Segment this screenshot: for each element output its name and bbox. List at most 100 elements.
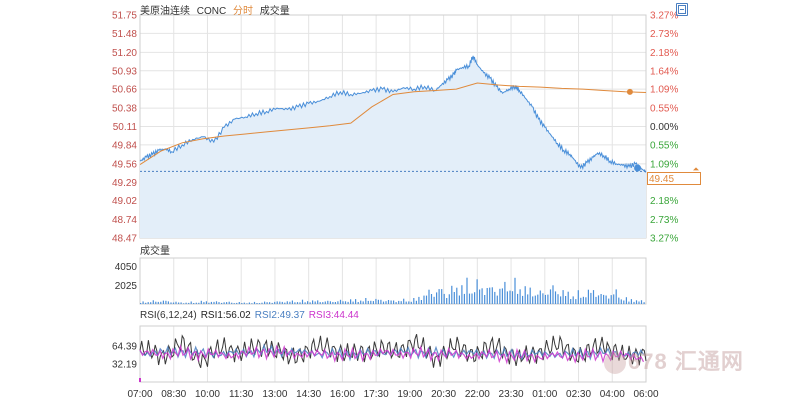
volume-bar xyxy=(600,294,602,304)
volume-bar xyxy=(468,293,471,304)
volume-bar xyxy=(233,303,235,304)
volume-bar xyxy=(554,291,557,304)
price-tick-label: 48.74 xyxy=(112,215,137,226)
symbol-code: CONC xyxy=(196,6,227,17)
volume-bar xyxy=(223,302,225,304)
volume-tab[interactable]: 成交量 xyxy=(259,6,290,17)
volume-bar xyxy=(570,299,572,304)
volume-bar xyxy=(587,289,589,304)
time-tick-label: 16:00 xyxy=(330,389,355,400)
volume-bar xyxy=(387,300,390,304)
mode-tab[interactable]: 分时 xyxy=(233,6,254,17)
rsi1-label: RSI1:56.02 xyxy=(200,310,251,321)
pct-tick-label: 0.00% xyxy=(650,122,678,133)
price-tick-label: 50.93 xyxy=(112,66,137,77)
volume-bar xyxy=(253,301,256,304)
volume-bar xyxy=(274,301,276,304)
volume-bar xyxy=(241,303,243,304)
volume-bar xyxy=(304,302,306,304)
volume-bar xyxy=(560,296,562,304)
volume-bar xyxy=(312,300,314,304)
volume-bar xyxy=(613,294,615,304)
volume-bar xyxy=(415,300,417,304)
volume-bar xyxy=(145,302,147,304)
volume-bar xyxy=(238,302,240,304)
pct-tick-label: 2.18% xyxy=(650,48,678,59)
volume-bar xyxy=(327,300,329,304)
average-end-marker xyxy=(626,88,633,95)
volume-bar xyxy=(441,289,443,304)
volume-bar xyxy=(258,303,261,304)
volume-bar xyxy=(289,301,291,304)
volume-bar xyxy=(463,293,465,304)
volume-bar xyxy=(190,301,192,304)
watermark-text: 678 汇通网 xyxy=(628,349,744,374)
volume-bar xyxy=(509,290,511,304)
volume-bar xyxy=(382,301,385,304)
volume-bar xyxy=(428,289,430,304)
volume-bar xyxy=(367,300,369,304)
volume-bar xyxy=(590,292,592,304)
volume-bar xyxy=(461,285,463,304)
logo-icon xyxy=(604,352,626,375)
volume-bar xyxy=(527,294,529,304)
volume-bar xyxy=(203,302,205,304)
volume-bar xyxy=(413,298,415,304)
volume-bar xyxy=(210,301,212,304)
volume-bar xyxy=(425,295,428,304)
time-tick-label: 04:00 xyxy=(600,389,625,400)
volume-bar xyxy=(319,302,321,304)
time-tick-label: 19:00 xyxy=(397,389,422,400)
volume-bar xyxy=(175,301,177,304)
volume-bar xyxy=(532,296,534,304)
volume-bar xyxy=(357,302,359,304)
volume-bar xyxy=(284,302,286,304)
volume-bar xyxy=(185,302,187,304)
volume-bar xyxy=(286,301,288,304)
current-price-label: 49.45 xyxy=(647,172,701,185)
price-line xyxy=(139,55,647,173)
time-tick-label: 23:30 xyxy=(499,389,524,400)
pct-tick-label: 2.73% xyxy=(650,215,678,226)
volume-bar xyxy=(365,298,367,304)
price-tick-label: 49.29 xyxy=(112,178,137,189)
price-tick-label: 50.38 xyxy=(112,104,137,115)
volume-bar xyxy=(643,302,645,304)
volume-bar xyxy=(638,301,640,304)
watermark-logo: 678 汇通网 xyxy=(604,344,744,376)
volume-bar xyxy=(494,291,496,304)
time-tick-label: 13:00 xyxy=(262,389,287,400)
volume-bar xyxy=(200,300,202,304)
volume-bar xyxy=(337,301,339,304)
volume-bar xyxy=(347,301,349,304)
volume-bar xyxy=(291,300,293,304)
volume-bar xyxy=(355,299,357,304)
time-tick-label: 06:00 xyxy=(633,389,658,400)
price-area xyxy=(140,55,646,238)
volume-bar xyxy=(372,301,374,304)
volume-bar xyxy=(180,302,182,304)
volume-bar xyxy=(142,301,144,304)
volume-title: 成交量 xyxy=(140,246,170,257)
pct-tick-label: 3.27% xyxy=(650,234,678,245)
volume-bar xyxy=(448,294,450,304)
expand-icon[interactable] xyxy=(676,3,688,16)
volume-bar xyxy=(410,301,412,304)
volume-bar xyxy=(408,301,410,304)
volume-bar xyxy=(580,297,582,304)
volume-bar xyxy=(524,286,526,304)
volume-bar xyxy=(324,301,326,304)
volume-bar xyxy=(610,295,612,304)
volume-bar xyxy=(405,301,407,304)
time-tick-label: 08:30 xyxy=(161,389,186,400)
volume-bar xyxy=(271,302,273,304)
price-tick-label: 48.47 xyxy=(112,234,137,245)
volume-bar xyxy=(592,290,595,304)
volume-bar xyxy=(395,302,397,304)
rsi-tick-label: 64.39 xyxy=(112,341,137,352)
price-tick-label: 51.75 xyxy=(112,11,137,22)
volume-bar xyxy=(172,302,175,304)
volume-bar xyxy=(572,296,574,304)
volume-bar xyxy=(529,287,531,304)
price-tick-label: 49.56 xyxy=(112,159,137,170)
